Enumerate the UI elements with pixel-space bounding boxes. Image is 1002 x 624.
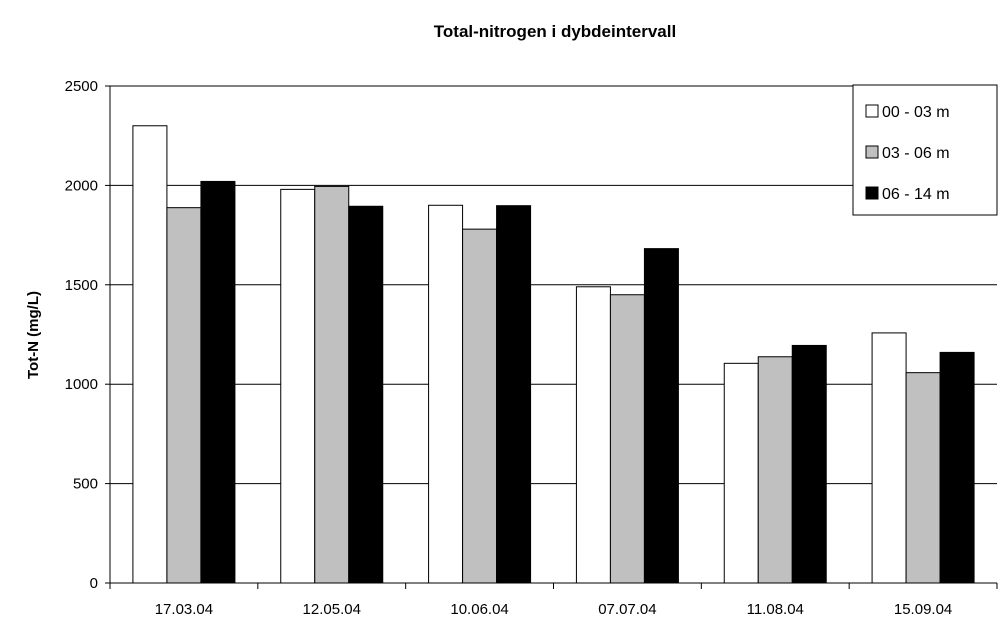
bar — [496, 205, 532, 584]
x-tick-label: 11.08.04 — [747, 601, 804, 618]
x-tick-label: 15.09.04 — [894, 601, 952, 618]
bar — [609, 294, 645, 584]
bar — [314, 185, 350, 584]
y-tick-label: 2500 — [65, 78, 98, 95]
bar — [166, 207, 202, 584]
legend-entry: 06 - 14 m — [882, 186, 950, 203]
y-tick-label: 500 — [73, 476, 98, 493]
x-tick-label: 17.03.04 — [155, 601, 213, 618]
gridlines — [110, 85, 997, 485]
bar — [939, 351, 975, 584]
bar — [791, 344, 827, 584]
x-tick-labels: 17.03.04 12.05.04 10.06.04 07.07.04 11.08.04… — [155, 601, 953, 618]
y-tick-label: 2000 — [65, 177, 98, 194]
bar — [643, 248, 679, 584]
legend-entry: 00 - 03 m — [882, 104, 950, 121]
legend: 00 - 03 m 03 - 06 m 06 - 14 m — [852, 84, 998, 216]
legend-swatch — [865, 104, 879, 118]
legend-swatch — [865, 186, 879, 200]
bar — [575, 286, 611, 584]
y-tick-labels: 0 500 1000 1500 2000 2500 — [65, 78, 98, 592]
axes — [105, 85, 998, 589]
bar — [132, 125, 168, 584]
bar — [200, 180, 236, 584]
y-tick-label: 1000 — [65, 376, 98, 393]
x-tick-label: 07.07.04 — [598, 601, 656, 618]
legend-entry: 03 - 06 m — [882, 145, 950, 162]
bar — [905, 372, 941, 584]
y-tick-label: 0 — [90, 575, 98, 592]
bar — [348, 205, 384, 584]
bar — [462, 228, 498, 584]
bar — [757, 356, 793, 584]
chart-title: Total-nitrogen i dybdeintervall — [434, 22, 676, 41]
x-tick-label: 10.06.04 — [450, 601, 508, 618]
bar — [723, 362, 759, 584]
legend-swatch — [865, 145, 879, 159]
bar — [428, 204, 464, 584]
x-tick-label: 12.05.04 — [303, 601, 361, 618]
bar — [871, 332, 907, 584]
bar — [280, 188, 316, 584]
y-axis-label: Tot-N (mg/L) — [25, 291, 42, 379]
y-tick-label: 1500 — [65, 277, 98, 294]
bars — [132, 125, 975, 584]
